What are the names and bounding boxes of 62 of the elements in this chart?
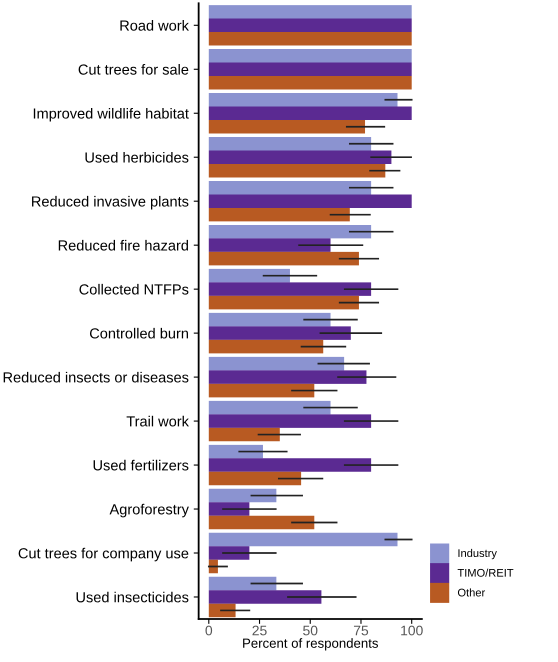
- bar: [208, 516, 314, 530]
- y-tick-label: Agroforestry: [110, 504, 189, 518]
- bar: [208, 428, 280, 442]
- y-tick-label: Trail work: [126, 416, 189, 427]
- x-tick-label: 50: [303, 626, 318, 636]
- bar: [208, 224, 372, 238]
- legend-label: Other: [458, 588, 486, 596]
- bar: [208, 472, 302, 486]
- y-tick-label: Road work: [120, 20, 189, 31]
- y-tick-label: Used herbicides: [85, 152, 188, 163]
- bar: [208, 488, 276, 502]
- bar: [208, 370, 366, 384]
- bar: [208, 49, 412, 63]
- bar: [208, 268, 290, 282]
- bar: [208, 208, 350, 222]
- bar: [208, 282, 372, 296]
- bar: [208, 458, 372, 472]
- bar: [208, 194, 412, 208]
- bar: [208, 604, 236, 618]
- bar: [208, 76, 412, 90]
- y-tick-label: Reduced invasive plants: [32, 196, 188, 210]
- bar: [208, 136, 372, 150]
- bar: [208, 400, 331, 414]
- y-tick-label: Collected NTFPs: [79, 284, 188, 295]
- x-tick-label: 0: [205, 626, 212, 636]
- bar: [208, 590, 322, 604]
- bar: [208, 238, 331, 252]
- y-tick-label: Improved wildlife habitat: [34, 108, 189, 122]
- bar: [208, 532, 398, 546]
- bar: [208, 356, 344, 370]
- bar: [208, 252, 359, 266]
- bar: [208, 444, 263, 458]
- bar: [208, 296, 359, 310]
- y-tick-label: Used insecticides: [76, 592, 188, 602]
- legend-label: TIMO/REIT: [458, 568, 514, 577]
- y-tick-label: Used fertilizers: [94, 460, 188, 470]
- bar: [208, 62, 412, 76]
- y-tick-label: Cut trees for sale: [78, 64, 188, 75]
- y-tick-label: Controlled burn: [90, 328, 188, 339]
- bar: [208, 414, 372, 428]
- bar: [208, 18, 412, 32]
- x-axis-title: Percent of respondents: [243, 638, 378, 650]
- bar: [208, 150, 392, 164]
- y-tick-label: Cut trees for company use: [18, 548, 188, 562]
- y-tick-label: Reduced insects or diseases: [4, 372, 188, 383]
- bar: [208, 164, 386, 178]
- bar: [208, 5, 412, 19]
- legend-label: Industry: [458, 548, 497, 560]
- bar: [208, 326, 351, 340]
- bar: [208, 106, 412, 120]
- bar: [208, 576, 276, 590]
- bar: [208, 93, 398, 107]
- bar: [208, 340, 324, 354]
- x-tick-label: 100: [401, 626, 423, 636]
- bar: [208, 384, 314, 398]
- x-tick-label: 25: [252, 626, 267, 636]
- x-tick-label: 75: [354, 626, 368, 636]
- bar: [208, 120, 366, 134]
- bar: [208, 32, 412, 46]
- y-tick-label: Reduced fire hazard: [58, 240, 188, 251]
- bar: [208, 180, 372, 194]
- bar: [208, 312, 331, 326]
